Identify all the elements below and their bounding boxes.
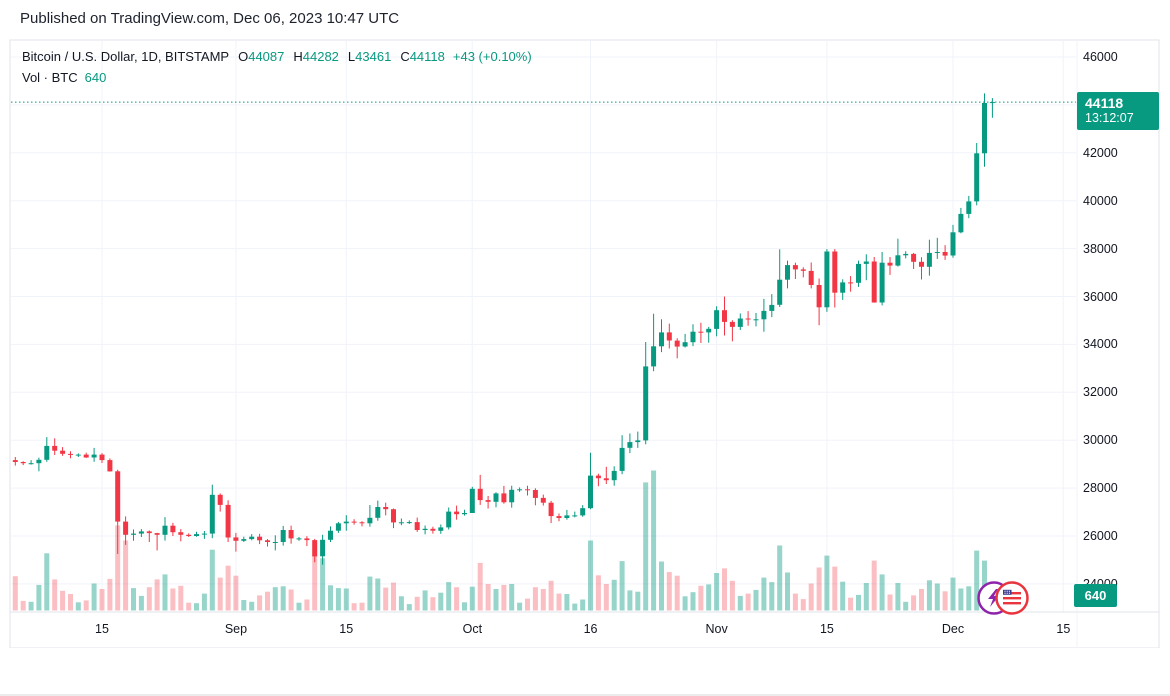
chart-legend: Bitcoin / U.S. Dollar, 1D, BITSTAMP O4408… (22, 47, 532, 88)
price-scale-label: 26000 (1083, 529, 1118, 543)
ohlc-letter: C (400, 49, 410, 64)
ohlc-values: O44087 H44282 L43461 C44118 (229, 49, 445, 64)
time-scale-label: Sep (224, 622, 248, 636)
volume-indicator-label[interactable]: Vol · BTC (22, 70, 78, 85)
time-scale-label: 15 (339, 622, 354, 636)
time-scale-label: 15 (95, 622, 109, 636)
time-scale-label: 16 (583, 622, 598, 636)
ohlc-letter: H (293, 49, 303, 64)
price-scale-label: 30000 (1083, 433, 1118, 448)
price-scale-label: 28000 (1083, 481, 1118, 496)
price-scale-label: 42000 (1083, 145, 1118, 160)
page-bottom-divider (0, 694, 1170, 696)
ohlc-value: 44087 (248, 49, 285, 64)
price-scale-label: 32000 (1083, 385, 1118, 400)
price-scale-label: 36000 (1083, 289, 1118, 304)
price-scale-label: 34000 (1083, 337, 1118, 352)
time-scale-label: 15 (819, 622, 834, 636)
ohlc-letter: L (347, 49, 356, 64)
time-scale-label: Nov (705, 622, 728, 636)
volume-indicator-value: 640 (84, 70, 107, 85)
time-scale-label: 15 (1056, 622, 1071, 636)
symbol-title[interactable]: Bitcoin / U.S. Dollar, 1D, BITSTAMP (22, 49, 230, 64)
bar-countdown: 13:12:07 (1085, 111, 1134, 125)
us-flag-icon (995, 581, 1029, 615)
time-scale-label: Oct (462, 622, 483, 636)
published-bar-text: Published on TradingView.com, Dec 06, 20… (20, 10, 400, 27)
time-scale-label: Dec (941, 622, 965, 636)
change-value: +43 (+0.10%) (452, 49, 532, 64)
ohlc-value: 44118 (409, 49, 445, 64)
ohlc-letter: O (238, 49, 249, 64)
price-scale-label: 46000 (1083, 50, 1118, 64)
last-price-label: 44118 13:12:07 (1077, 92, 1159, 130)
price-scale-label: 40000 (1083, 193, 1118, 208)
ohlc-value: 44282 (302, 49, 339, 64)
last-price-value: 44118 (1085, 95, 1124, 111)
price-scale-label: 38000 (1083, 241, 1118, 256)
ohlc-value: 43461 (355, 49, 392, 64)
volume-value-label: 640 (1074, 584, 1117, 607)
footer-bar: TradingView (0, 648, 1170, 694)
